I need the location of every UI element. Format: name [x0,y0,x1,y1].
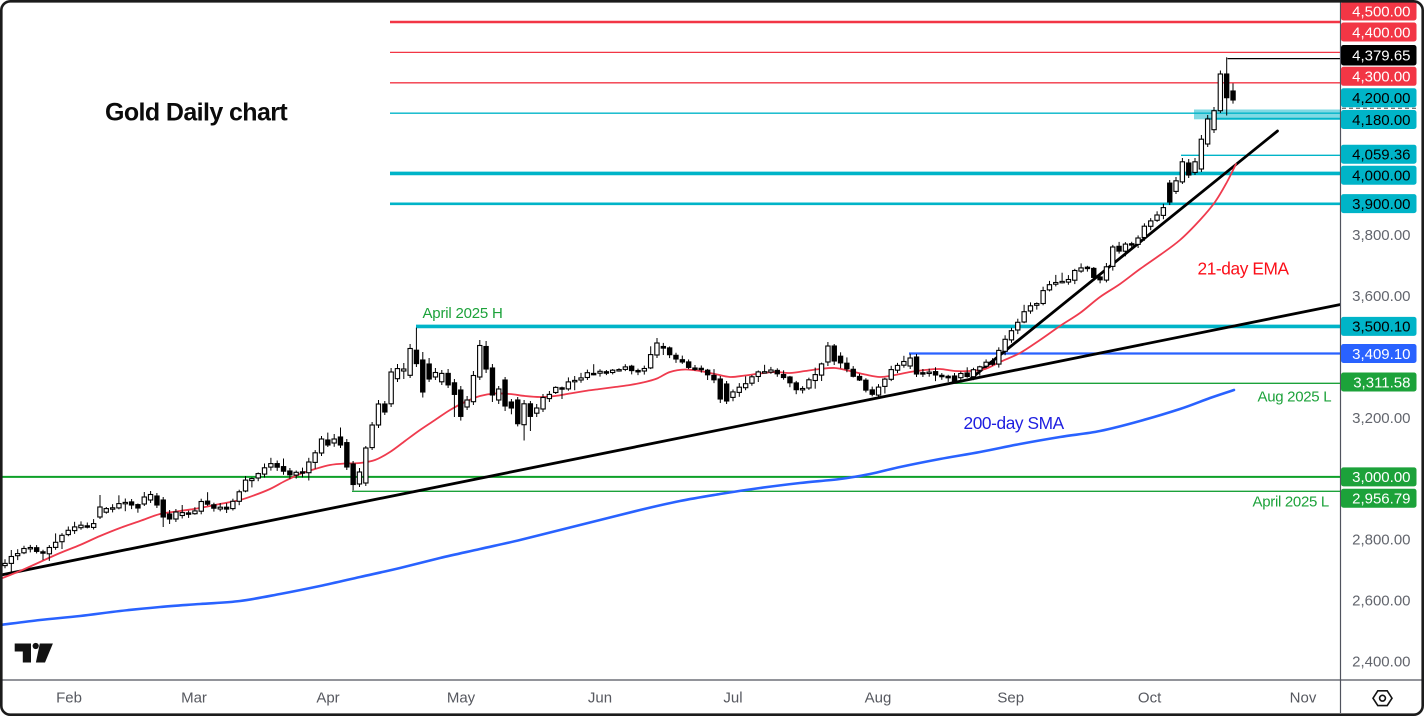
svg-text:May: May [447,690,476,707]
svg-text:2,400.00: 2,400.00 [1352,653,1410,670]
svg-text:4,379.65: 4,379.65 [1352,48,1410,65]
svg-text:Jun: Jun [588,690,612,707]
svg-text:200-day SMA: 200-day SMA [964,413,1065,433]
svg-text:2,600.00: 2,600.00 [1352,592,1410,609]
svg-text:4,500.00: 4,500.00 [1352,3,1410,20]
svg-text:Mar: Mar [181,690,207,707]
svg-text:4,400.00: 4,400.00 [1352,24,1410,41]
svg-text:4,000.00: 4,000.00 [1352,168,1410,185]
svg-text:Oct: Oct [1138,690,1162,707]
svg-text:4,200.00: 4,200.00 [1352,90,1410,107]
svg-text:Aug 2025 L: Aug 2025 L [1258,389,1332,406]
svg-text:3,409.10: 3,409.10 [1352,346,1410,363]
svg-text:Gold Daily chart: Gold Daily chart [105,99,288,127]
svg-text:2,956.79: 2,956.79 [1352,491,1410,508]
svg-text:3,311.58: 3,311.58 [1353,374,1410,391]
svg-text:3,900.00: 3,900.00 [1352,196,1410,213]
svg-text:4,180.00: 4,180.00 [1352,112,1410,129]
svg-text:April 2025 H: April 2025 H [423,305,503,322]
svg-text:Feb: Feb [56,690,82,707]
svg-text:3,000.00: 3,000.00 [1352,469,1410,486]
svg-text:3,200.00: 3,200.00 [1352,410,1410,427]
svg-text:Jul: Jul [723,690,742,707]
svg-text:4,059.36: 4,059.36 [1352,147,1410,164]
svg-text:Apr: Apr [316,690,339,707]
svg-text:3,800.00: 3,800.00 [1352,227,1410,244]
svg-text:April 2025 L: April 2025 L [1253,494,1329,511]
svg-text:3,500.10: 3,500.10 [1352,319,1410,336]
svg-text:2,800.00: 2,800.00 [1352,532,1410,549]
svg-text:Sep: Sep [997,690,1024,707]
svg-text:Aug: Aug [865,690,892,707]
svg-text:4,300.00: 4,300.00 [1352,69,1410,86]
svg-text:Nov: Nov [1290,690,1317,707]
svg-text:21-day EMA: 21-day EMA [1198,259,1290,279]
svg-text:3,600.00: 3,600.00 [1352,288,1410,305]
